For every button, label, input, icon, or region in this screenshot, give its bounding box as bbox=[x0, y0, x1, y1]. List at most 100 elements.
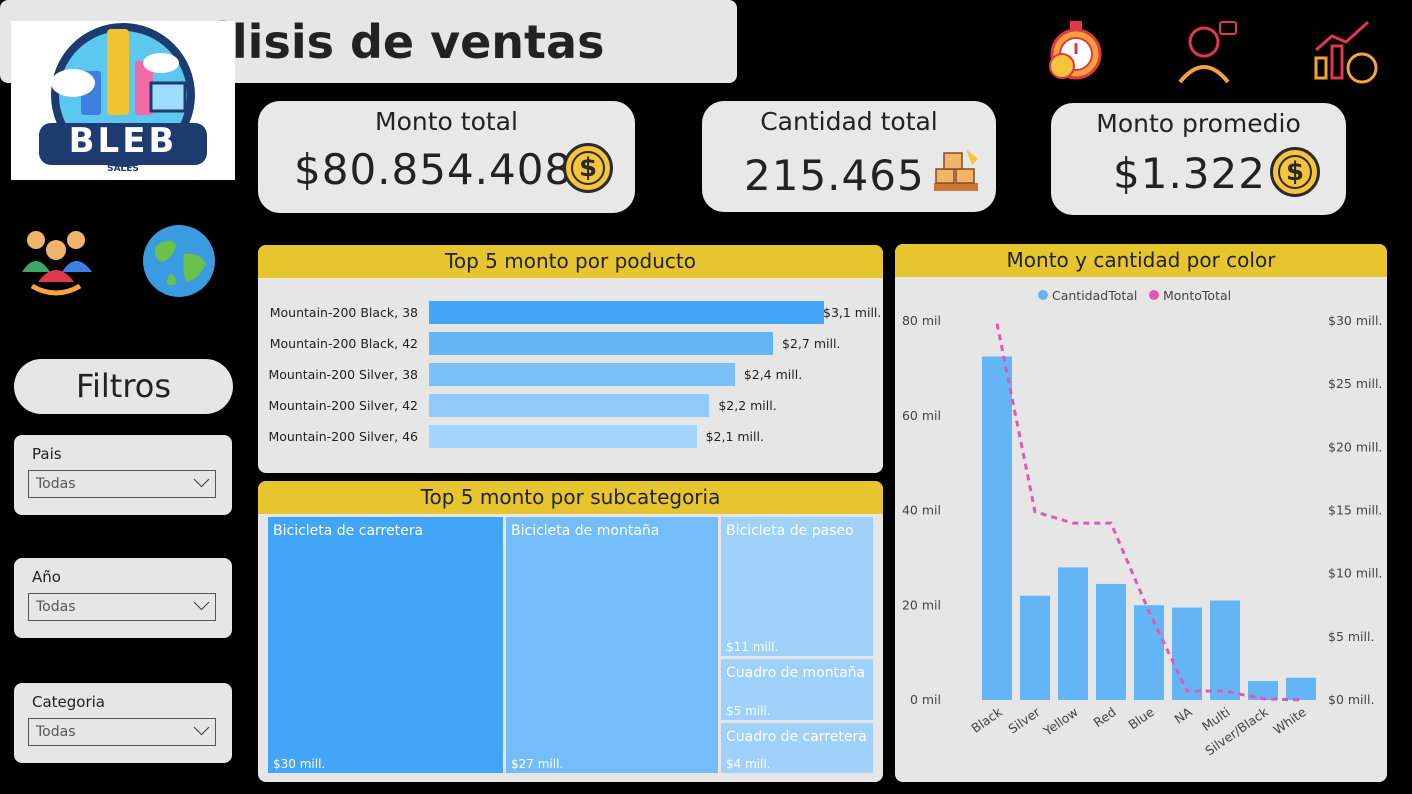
sales-growth-icon[interactable] bbox=[1310, 16, 1380, 86]
filter-label: Año bbox=[32, 568, 61, 586]
select-value: Todas bbox=[36, 476, 76, 492]
chevron-down-icon bbox=[193, 719, 210, 736]
kpi-value: $80.854.408 bbox=[294, 145, 573, 194]
ano-select[interactable]: Todas bbox=[28, 593, 216, 621]
kpi-monto-total: Monto total $80.854.408 $ bbox=[258, 101, 635, 213]
x-tick-label: Yellow bbox=[1040, 704, 1081, 739]
x-tick-label: Red bbox=[1091, 704, 1119, 730]
y-left-tick-label: 40 mil bbox=[902, 503, 941, 518]
color-bar[interactable] bbox=[1172, 607, 1202, 700]
kpi-label: Monto promedio bbox=[1096, 109, 1301, 138]
bar[interactable] bbox=[429, 301, 824, 324]
bar-category-label: Mountain-200 Silver, 46 bbox=[268, 429, 418, 444]
x-tick-label: Silver bbox=[1005, 704, 1043, 737]
customers-group-icon[interactable] bbox=[18, 220, 98, 296]
color-bar[interactable] bbox=[1020, 595, 1050, 700]
x-tick-label: White bbox=[1270, 704, 1309, 737]
kpi-label: Cantidad total bbox=[760, 107, 938, 136]
bar-category-label: Mountain-200 Silver, 42 bbox=[268, 398, 418, 413]
y-right-tick-label: $20 mill. bbox=[1328, 439, 1382, 454]
bar-value-label: $2,1 mill. bbox=[705, 429, 764, 444]
panel-title: Top 5 monto por subcategoria bbox=[258, 481, 883, 514]
y-left-tick-label: 20 mil bbox=[902, 597, 941, 612]
top-products-panel: Top 5 monto por poducto Mountain-200 Bla… bbox=[258, 245, 883, 473]
tile-value: $27 mill. bbox=[511, 757, 564, 771]
y-right-tick-label: $0 mill. bbox=[1328, 692, 1374, 707]
filters-heading: Filtros bbox=[14, 359, 233, 414]
tile-label: Cuadro de montaña bbox=[726, 665, 866, 681]
kpi-monto-promedio: Monto promedio $1.322 $ bbox=[1051, 103, 1346, 215]
legend-label: MontoTotal bbox=[1163, 288, 1231, 303]
stopwatch-icon[interactable] bbox=[1040, 16, 1108, 84]
chevron-down-icon bbox=[193, 471, 210, 488]
tile-label: Cuadro de carretera bbox=[726, 729, 867, 745]
y-right-tick-label: $10 mill. bbox=[1328, 566, 1382, 581]
treemap-tile[interactable]: Bicicleta de carretera $30 mill. bbox=[268, 517, 503, 773]
filter-pais: Pais Todas bbox=[14, 435, 232, 515]
tile-value: $11 mill. bbox=[726, 640, 779, 654]
dollar-coin-icon: $ bbox=[563, 143, 613, 193]
panel-title: Top 5 monto por poducto bbox=[258, 245, 883, 278]
bar[interactable] bbox=[429, 394, 710, 417]
color-bar[interactable] bbox=[1096, 583, 1126, 700]
treemap-tile[interactable]: Bicicleta de paseo $11 mill. bbox=[721, 517, 873, 656]
pais-select[interactable]: Todas bbox=[28, 470, 216, 498]
x-tick-label: Black bbox=[968, 704, 1005, 736]
y-left-tick-label: 60 mil bbox=[902, 408, 941, 423]
kpi-label: Monto total bbox=[375, 107, 518, 136]
panel-title: Monto y cantidad por color bbox=[895, 244, 1387, 277]
categoria-select[interactable]: Todas bbox=[28, 718, 216, 746]
tile-value: $30 mill. bbox=[273, 757, 326, 771]
kpi-cantidad-total: Cantidad total 215.465 bbox=[702, 101, 996, 212]
logo-text: BLEB bbox=[68, 121, 178, 161]
x-tick-label: Blue bbox=[1125, 704, 1157, 732]
treemap-tile[interactable]: Cuadro de carretera $4 mill. bbox=[721, 723, 873, 773]
y-right-tick-label: $25 mill. bbox=[1328, 376, 1382, 391]
kpi-value: $1.322 bbox=[1113, 149, 1266, 198]
logo: BLEB SALES bbox=[11, 21, 235, 180]
logo-subtext: SALES bbox=[107, 164, 139, 174]
logo-graphic bbox=[39, 23, 207, 167]
bar[interactable] bbox=[429, 425, 697, 448]
tile-value: $4 mill. bbox=[726, 757, 771, 771]
top-subcategories-panel: Top 5 monto por subcategoria Bicicleta d… bbox=[258, 481, 883, 782]
dollar-coin-icon: $ bbox=[1270, 147, 1320, 197]
filter-categoria: Categoria Todas bbox=[14, 683, 232, 763]
filter-label: Categoria bbox=[32, 693, 106, 711]
y-right-tick-label: $30 mill. bbox=[1328, 313, 1382, 328]
globe-icon[interactable] bbox=[140, 222, 218, 300]
boxes-icon bbox=[930, 145, 984, 199]
legend-bar-marker bbox=[1038, 290, 1048, 300]
select-value: Todas bbox=[36, 599, 76, 615]
color-bar[interactable] bbox=[1286, 677, 1316, 700]
color-bar[interactable] bbox=[1058, 567, 1088, 700]
color-bar[interactable] bbox=[982, 356, 1012, 700]
x-tick-label: NA bbox=[1171, 704, 1195, 727]
tile-label: Bicicleta de paseo bbox=[726, 523, 854, 539]
y-right-tick-label: $5 mill. bbox=[1328, 629, 1374, 644]
color-bar[interactable] bbox=[1134, 605, 1164, 700]
bar-value-label: $2,7 mill. bbox=[782, 336, 841, 351]
color-bar[interactable] bbox=[1248, 681, 1278, 700]
filter-ano: Año Todas bbox=[14, 558, 232, 638]
bar-category-label: Mountain-200 Black, 42 bbox=[269, 336, 418, 351]
filters-title: Filtros bbox=[75, 367, 172, 405]
treemap-tile[interactable]: Cuadro de montaña $5 mill. bbox=[721, 659, 873, 720]
monto-total-line bbox=[995, 323, 1302, 702]
treemap-tile[interactable]: Bicicleta de montaña $27 mill. bbox=[506, 517, 718, 773]
bar-value-label: $3,1 mill. bbox=[823, 305, 882, 320]
bar-value-label: $2,4 mill. bbox=[743, 367, 803, 382]
y-right-tick-label: $15 mill. bbox=[1328, 503, 1382, 518]
bar[interactable] bbox=[429, 332, 774, 355]
color-bar[interactable] bbox=[1210, 600, 1240, 700]
tile-label: Bicicleta de carretera bbox=[273, 523, 424, 539]
kpi-value: 215.465 bbox=[744, 151, 925, 200]
customer-service-icon[interactable] bbox=[1172, 18, 1242, 84]
bar-category-label: Mountain-200 Black, 38 bbox=[269, 305, 418, 320]
tile-label: Bicicleta de montaña bbox=[511, 523, 660, 539]
tile-value: $5 mill. bbox=[726, 704, 771, 718]
color-chart-panel: Monto y cantidad por color CantidadTotal… bbox=[895, 244, 1387, 782]
bar[interactable] bbox=[429, 363, 735, 386]
bar-value-label: $2,2 mill. bbox=[718, 398, 777, 413]
y-left-tick-label: 80 mil bbox=[902, 313, 941, 328]
